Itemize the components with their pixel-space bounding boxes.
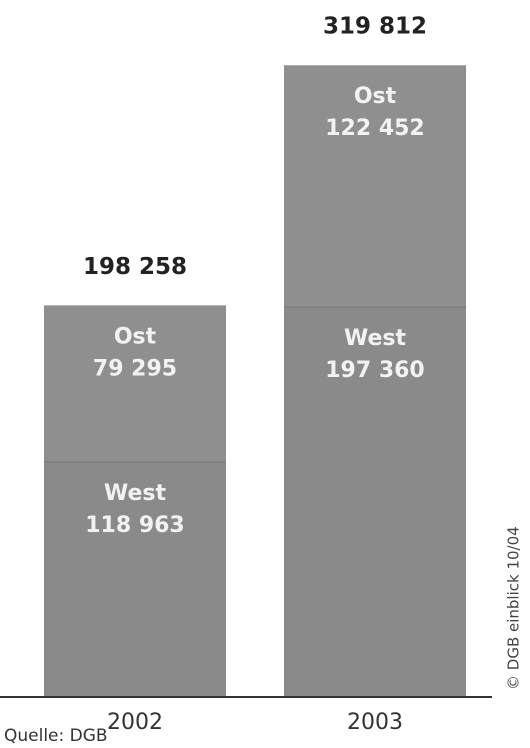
segment-name: Ost	[354, 84, 397, 109]
x-tick-label: 2002	[107, 710, 163, 735]
total-label: 198 258	[83, 254, 187, 280]
bar-segment	[284, 65, 466, 308]
segment-name: Ost	[114, 324, 157, 349]
value-label: 197 360	[325, 358, 425, 383]
segment-name: West	[104, 481, 166, 506]
credit: © DGB einblick 10/04	[505, 526, 523, 690]
value-label: 118 963	[85, 513, 185, 538]
x-tick-label: 2003	[347, 710, 403, 735]
bar-segment	[284, 307, 466, 697]
source: Quelle: DGB	[4, 726, 108, 746]
bar-segment	[44, 305, 226, 463]
value-label: 79 295	[93, 356, 177, 381]
total-label: 319 812	[323, 14, 427, 40]
segment-name: West	[344, 326, 406, 351]
bar-segment	[44, 462, 226, 697]
value-label: 122 452	[325, 116, 425, 141]
